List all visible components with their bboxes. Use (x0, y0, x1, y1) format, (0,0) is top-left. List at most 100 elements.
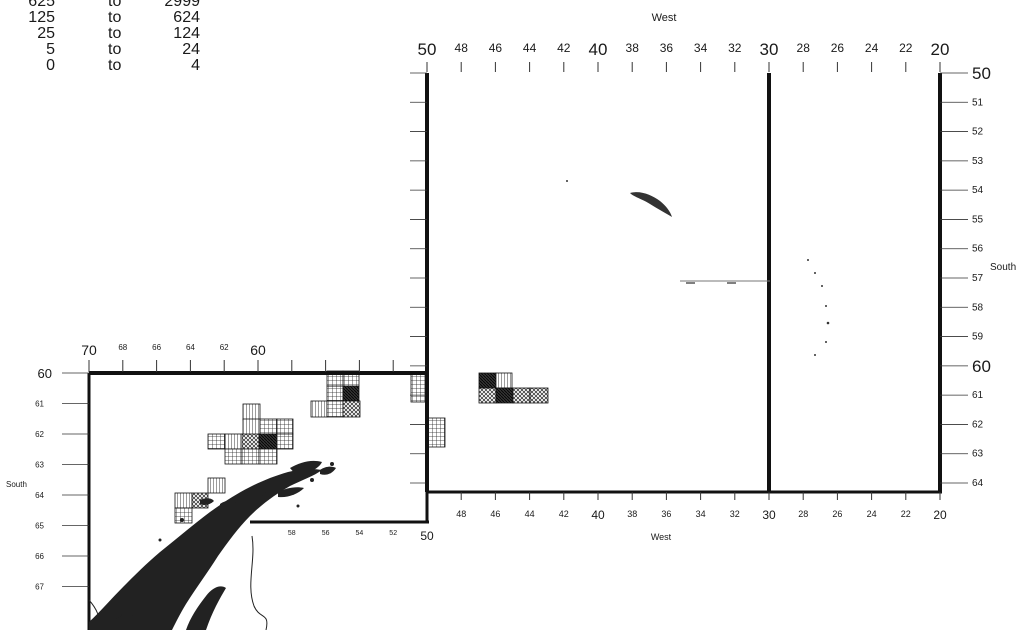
lon-tick-label-top: 44 (523, 41, 537, 55)
catch-grid-cell (529, 387, 549, 404)
lat-tick-label-right: 54 (972, 185, 984, 196)
catch-grid-cell (241, 433, 260, 450)
catch-grid-cell (224, 448, 243, 465)
legend-to-word: to (108, 57, 122, 74)
lat-tick-label-left: 63 (35, 461, 44, 470)
lat-tick-label-left: 61 (35, 400, 44, 409)
catch-grid-cell (495, 372, 513, 389)
lat-tick-label-left: 65 (35, 522, 44, 531)
lon-tick-label-bottom: 50 (420, 529, 434, 543)
legend-from-value: 0 (46, 57, 55, 74)
lon-tick-label-bottom: 42 (559, 509, 569, 519)
lon-tick-label-top: 30 (760, 40, 779, 59)
legend-from-value: 125 (28, 9, 55, 26)
catch-grid-cell (276, 433, 294, 450)
lat-tick-label-left: 62 (35, 430, 44, 439)
lon-tick-label-bottom: 36 (661, 509, 671, 519)
lat-tick-label-left: 67 (35, 583, 44, 592)
lon-tick-label-top: 32 (728, 41, 742, 55)
lon-tick-label-bottom: 56 (322, 530, 330, 537)
catch-grid-cell (242, 403, 261, 421)
catch-grid-cell (342, 385, 360, 402)
lon-tick-label-bottom: 20 (933, 508, 947, 522)
catch-grid-cell (512, 387, 531, 404)
lon-tick-label-top: 62 (220, 343, 229, 352)
catch-grid-cell (410, 372, 428, 403)
lat-tick-label-right: 60 (972, 357, 991, 376)
legend-upto-value: 124 (173, 25, 200, 42)
catch-grid-cell (242, 418, 261, 436)
lon-tick-label-top: 24 (865, 41, 879, 55)
catch-grid-cell (478, 387, 497, 404)
lon-tick-label-top: 36 (660, 41, 674, 55)
lat-tick-label-right: 59 (972, 332, 984, 343)
south-axis-title-right: South (990, 262, 1016, 273)
south-sandwich-islands (807, 259, 830, 356)
lat-tick-label-right: 58 (972, 302, 984, 313)
legend-upto-value: 4 (191, 57, 200, 74)
legend-to-word: to (108, 25, 122, 42)
lat-tick-label-right: 57 (972, 273, 984, 284)
lon-tick-label-top: 66 (152, 343, 161, 352)
legend-row: 125 to 624 (0, 10, 230, 26)
lon-tick-label-bottom: 26 (832, 509, 842, 519)
lat-tick-label-left: 60 (38, 366, 52, 381)
west-axis-title-top: West (652, 12, 677, 24)
catch-legend: 625 to 2999 125 to 624 25 to 124 5 to 24 0 to 4 (0, 0, 230, 74)
catch-grid-cell (207, 433, 226, 450)
lon-tick-label-top: 46 (489, 41, 503, 55)
legend-to-word: to (108, 41, 122, 58)
lat-tick-label-right: 56 (972, 244, 984, 255)
lon-tick-label-bottom: 48 (456, 509, 466, 519)
catch-grid-cell (259, 418, 278, 435)
catch-grid-cell (207, 477, 226, 494)
antarctic-peninsula (88, 460, 336, 630)
lat-tick-label-right: 53 (972, 156, 984, 167)
catch-grid-cell (342, 400, 361, 418)
lon-tick-label-bottom: 22 (901, 509, 911, 519)
lat-tick-label-right: 62 (972, 419, 984, 430)
lon-tick-label-top: 60 (250, 342, 266, 358)
catch-grid-cell (224, 433, 243, 450)
lon-tick-label-top: 34 (694, 41, 708, 55)
lon-tick-label-top: 68 (118, 343, 127, 352)
lon-tick-label-top: 48 (455, 41, 469, 55)
legend-to-word: to (108, 9, 122, 26)
legend-upto-value: 2999 (164, 0, 200, 10)
catch-grid-cell (427, 417, 446, 448)
west-map-frame (87, 371, 429, 630)
legend-row: 625 to 2999 (0, 0, 230, 10)
east-map-ticks: 50 48 46 44 42 40 38 36 34 32 30 28 26 24 22 20 48 46 44 42… (410, 40, 991, 522)
lon-tick-label-bottom: 32 (730, 509, 740, 519)
lon-tick-label-top: 22 (899, 41, 913, 55)
south-axis-title-left: South (6, 480, 27, 489)
legend-from-value: 25 (37, 25, 55, 42)
lon-tick-label-top: 38 (626, 41, 640, 55)
legend-to-word: to (108, 0, 122, 10)
catch-grid-cell (276, 418, 294, 435)
lon-tick-label-bottom: 40 (591, 508, 605, 522)
lon-tick-label-bottom: 28 (798, 509, 808, 519)
catch-grid-cell (495, 387, 514, 404)
legend-row: 5 to 24 (0, 42, 230, 58)
west-axis-title-bottom: West (651, 532, 672, 542)
lon-tick-label-bottom: 54 (356, 530, 364, 537)
catch-grid-cell (326, 400, 344, 418)
catch-grid-cell (174, 507, 193, 524)
catch-grid-cell (174, 492, 193, 509)
legend-from-value: 5 (46, 41, 55, 58)
legend-row: 25 to 124 (0, 26, 230, 42)
legend-row: 0 to 4 (0, 58, 230, 74)
legend-from-value: 625 (28, 0, 55, 10)
lon-tick-label-top: 20 (931, 40, 950, 59)
lon-tick-label-top: 40 (589, 40, 608, 59)
catch-grid-cell (241, 448, 260, 465)
lon-tick-label-bottom: 52 (389, 530, 397, 537)
catch-grid-cell (258, 448, 278, 465)
legend-upto-value: 624 (173, 9, 200, 26)
east-map-frame (425, 73, 942, 494)
lon-tick-label-bottom: 46 (490, 509, 500, 519)
lat-tick-label-right: 51 (972, 97, 984, 108)
catch-grid-cell (310, 400, 328, 418)
